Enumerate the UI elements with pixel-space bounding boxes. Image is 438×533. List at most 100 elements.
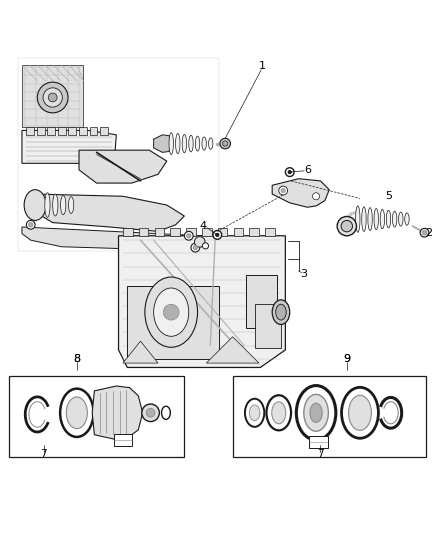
Circle shape <box>194 237 205 247</box>
Bar <box>170 228 180 236</box>
Bar <box>232 376 425 457</box>
Ellipse shape <box>53 194 58 216</box>
Bar <box>79 127 87 135</box>
Polygon shape <box>22 131 116 163</box>
Text: 1: 1 <box>258 61 265 71</box>
Text: 9: 9 <box>343 354 350 364</box>
Text: 8: 8 <box>73 354 80 364</box>
Polygon shape <box>118 236 285 367</box>
Bar <box>18 58 219 251</box>
Text: 5: 5 <box>384 191 391 201</box>
Ellipse shape <box>355 206 359 232</box>
Circle shape <box>219 138 230 149</box>
Bar <box>37 127 45 135</box>
Bar <box>249 228 258 236</box>
Text: 6: 6 <box>303 165 310 175</box>
Ellipse shape <box>182 134 186 153</box>
Ellipse shape <box>249 405 259 421</box>
Text: 7: 7 <box>316 449 323 459</box>
Ellipse shape <box>175 133 180 154</box>
Circle shape <box>280 188 285 193</box>
Ellipse shape <box>169 133 173 155</box>
Ellipse shape <box>385 211 390 228</box>
Ellipse shape <box>373 208 378 230</box>
Circle shape <box>193 245 197 250</box>
Ellipse shape <box>195 136 199 151</box>
Bar <box>58 127 66 135</box>
Bar <box>22 66 83 127</box>
Ellipse shape <box>296 385 335 440</box>
Ellipse shape <box>68 197 74 213</box>
Ellipse shape <box>361 207 365 231</box>
Polygon shape <box>272 179 328 207</box>
Circle shape <box>28 223 33 227</box>
Ellipse shape <box>341 387 378 438</box>
Circle shape <box>146 408 155 417</box>
Ellipse shape <box>348 395 371 430</box>
Ellipse shape <box>153 288 188 336</box>
Ellipse shape <box>208 138 212 149</box>
Bar <box>154 228 164 236</box>
Ellipse shape <box>271 402 285 424</box>
Text: 2: 2 <box>424 228 431 238</box>
Polygon shape <box>79 150 166 183</box>
Ellipse shape <box>303 394 328 431</box>
Bar <box>26 127 34 135</box>
Ellipse shape <box>161 406 170 419</box>
Polygon shape <box>92 386 142 440</box>
Circle shape <box>312 193 319 200</box>
Circle shape <box>163 304 179 320</box>
Circle shape <box>340 221 352 232</box>
Ellipse shape <box>145 277 197 348</box>
Circle shape <box>48 93 57 102</box>
Circle shape <box>287 171 291 174</box>
Ellipse shape <box>275 304 286 320</box>
Circle shape <box>336 216 356 236</box>
Circle shape <box>202 243 208 249</box>
Bar <box>47 127 55 135</box>
Ellipse shape <box>379 209 384 229</box>
Polygon shape <box>206 337 258 363</box>
Polygon shape <box>153 135 171 152</box>
Ellipse shape <box>45 193 50 217</box>
Circle shape <box>184 231 193 240</box>
Bar <box>123 228 132 236</box>
Bar <box>245 275 276 328</box>
Bar <box>201 228 211 236</box>
Circle shape <box>421 230 426 235</box>
Bar <box>100 127 108 135</box>
Bar <box>254 304 280 348</box>
Ellipse shape <box>60 196 66 215</box>
Circle shape <box>419 228 428 237</box>
Bar <box>138 228 148 236</box>
Bar <box>309 435 327 448</box>
Circle shape <box>215 233 219 237</box>
Bar <box>68 127 76 135</box>
Polygon shape <box>22 227 201 251</box>
Ellipse shape <box>309 403 321 423</box>
Ellipse shape <box>404 213 408 225</box>
Ellipse shape <box>66 397 87 429</box>
Circle shape <box>43 88 62 107</box>
Circle shape <box>37 82 68 113</box>
Bar <box>9 376 184 457</box>
Circle shape <box>141 404 159 422</box>
Circle shape <box>186 233 191 238</box>
Bar <box>89 127 97 135</box>
Circle shape <box>278 186 287 195</box>
Ellipse shape <box>244 399 264 427</box>
Ellipse shape <box>392 211 396 227</box>
Ellipse shape <box>266 395 290 430</box>
Ellipse shape <box>367 208 371 230</box>
Ellipse shape <box>272 300 289 325</box>
Bar <box>217 228 227 236</box>
Ellipse shape <box>201 137 206 150</box>
Bar <box>127 286 219 359</box>
Text: 8: 8 <box>73 354 80 364</box>
Bar <box>114 434 131 447</box>
Text: 4: 4 <box>199 221 206 231</box>
Circle shape <box>212 230 221 239</box>
Bar <box>265 228 274 236</box>
Circle shape <box>26 221 35 229</box>
Bar <box>186 228 195 236</box>
